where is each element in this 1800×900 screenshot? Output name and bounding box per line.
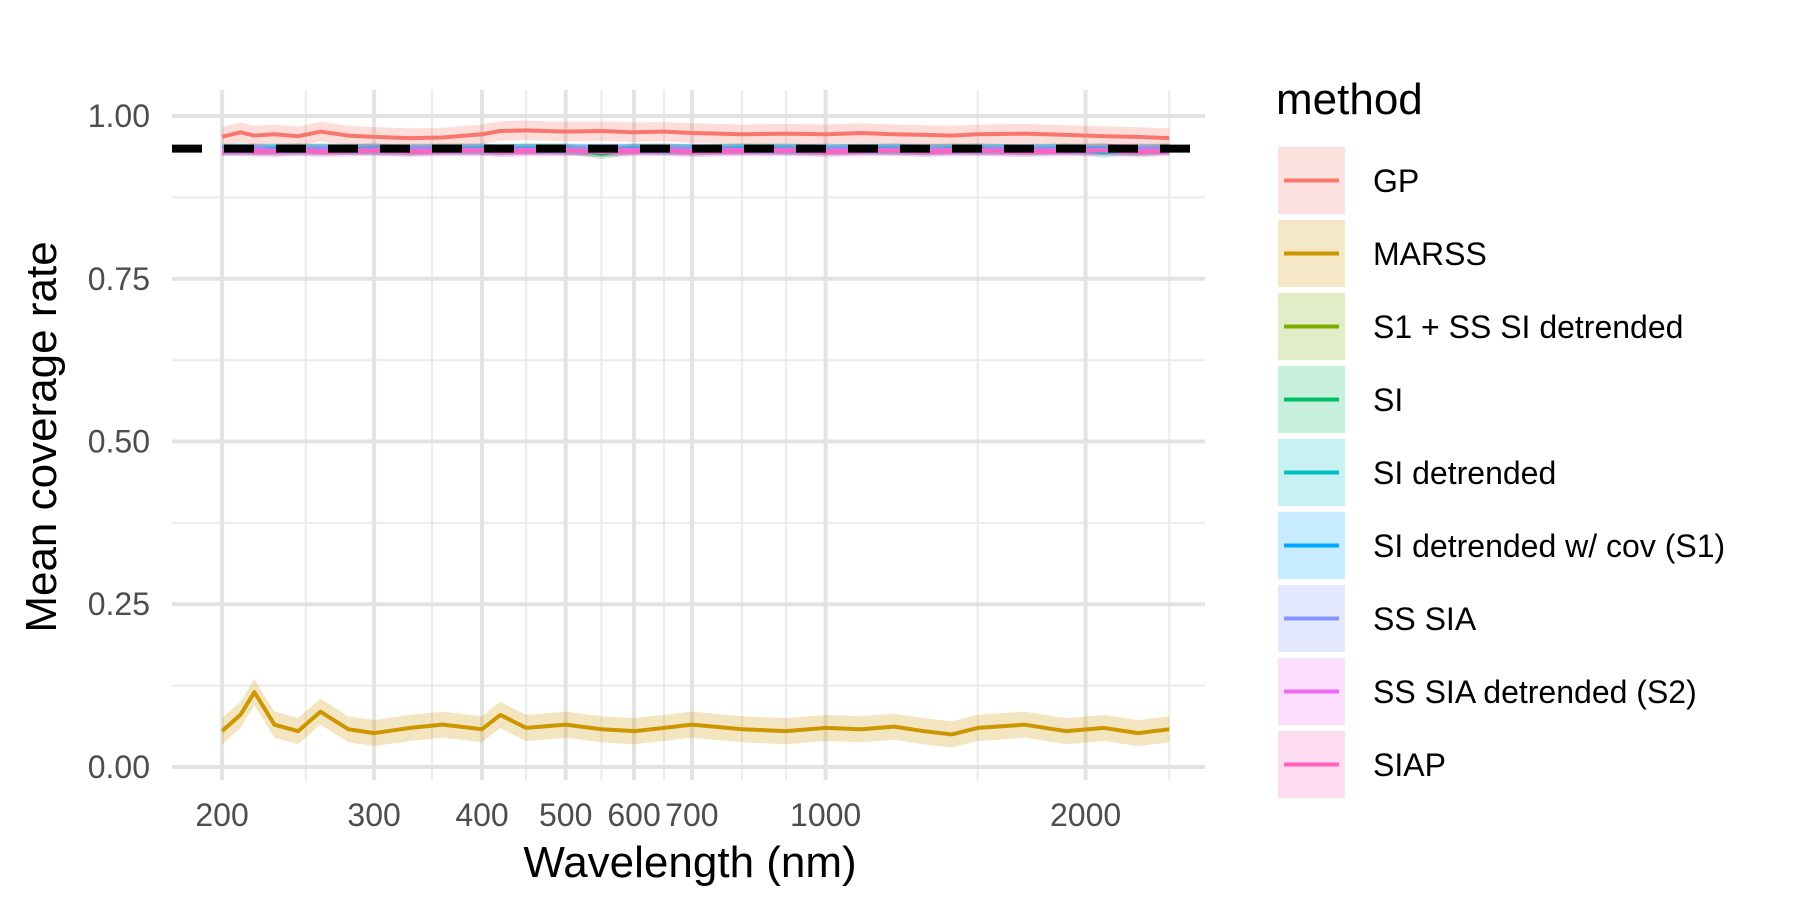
- y-tick-label: 0.75: [88, 261, 150, 297]
- y-tick-label: 1.00: [88, 98, 150, 134]
- grid: [172, 90, 1205, 780]
- x-tick-label: 500: [539, 797, 592, 833]
- confidence-bands: [222, 120, 1170, 748]
- series-line: [220, 690, 1170, 737]
- y-tick-label: 0.25: [88, 586, 150, 622]
- x-axis-title: Wavelength (nm): [523, 838, 856, 887]
- legend-label: SS SIA: [1373, 601, 1477, 637]
- legend-label: SI detrended w/ cov (S1): [1373, 528, 1725, 564]
- y-axis-ticks: 0.00 0.25 0.50 0.75 1.00: [88, 98, 150, 785]
- legend-title: method: [1276, 75, 1423, 124]
- confidence-band: [222, 679, 1170, 748]
- y-tick-label: 0.00: [88, 749, 150, 785]
- legend-label: SIAP: [1373, 747, 1446, 783]
- x-tick-label: 700: [665, 797, 718, 833]
- legend-label: GP: [1373, 163, 1419, 199]
- legend-label: MARSS: [1373, 236, 1487, 272]
- x-tick-label: 300: [347, 797, 400, 833]
- y-tick-label: 0.50: [88, 424, 150, 460]
- y-axis-title: Mean coverage rate: [17, 241, 66, 632]
- x-tick-label: 400: [455, 797, 508, 833]
- legend-label: SI detrended: [1373, 455, 1556, 491]
- legend: method GP MARSS S1 + SS SI detrended SI SI d…: [1276, 75, 1725, 798]
- x-axis-ticks: 200 300 400 500 600 700 1000 2000: [195, 797, 1121, 833]
- x-tick-label: 600: [607, 797, 660, 833]
- series-lines: [220, 128, 1170, 737]
- legend-label: SS SIA detrended (S2): [1373, 674, 1697, 710]
- x-tick-label: 200: [195, 797, 248, 833]
- x-tick-label: 1000: [790, 797, 861, 833]
- x-tick-label: 2000: [1050, 797, 1121, 833]
- legend-label: SI: [1373, 382, 1403, 418]
- legend-label: S1 + SS SI detrended: [1373, 309, 1683, 345]
- series-line: [221, 128, 1170, 141]
